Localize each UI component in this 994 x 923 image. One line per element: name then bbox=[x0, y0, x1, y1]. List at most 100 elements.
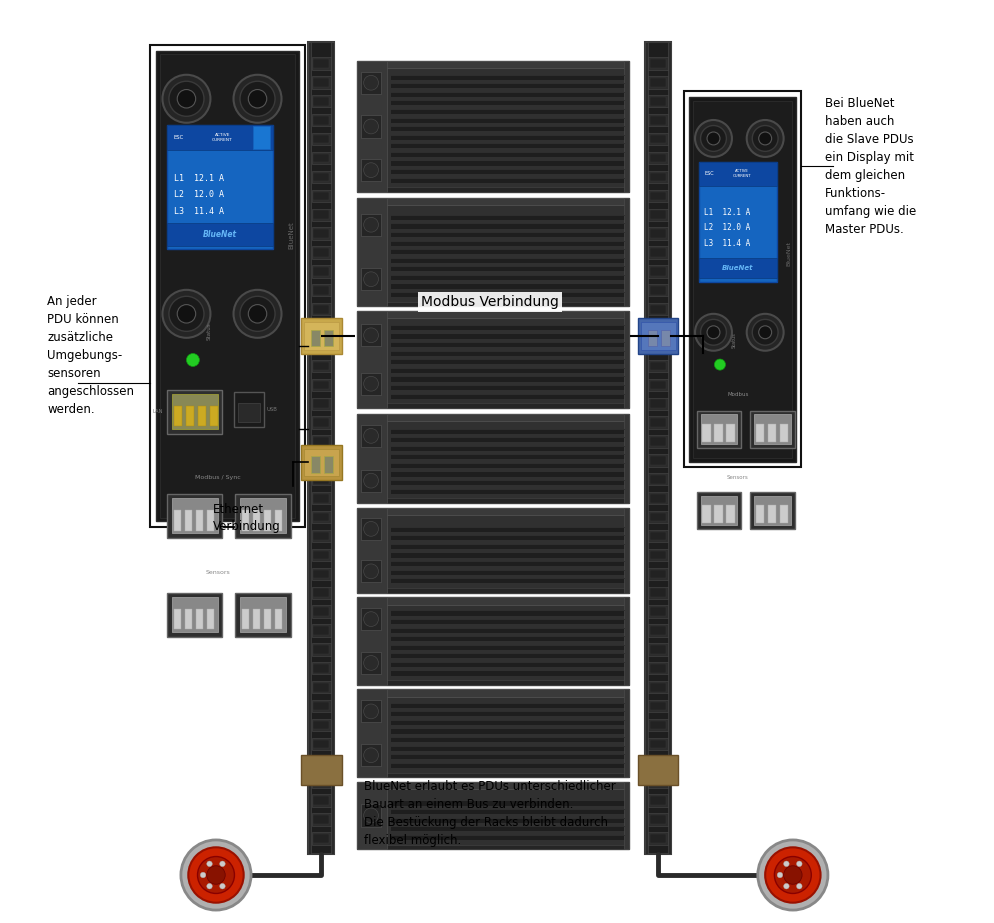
Bar bbox=[357, 597, 629, 605]
Bar bbox=[313, 154, 329, 162]
Bar bbox=[648, 171, 667, 183]
Circle shape bbox=[207, 861, 212, 867]
Bar bbox=[648, 643, 667, 655]
Bar bbox=[767, 424, 775, 442]
Bar bbox=[357, 680, 629, 685]
Bar bbox=[700, 414, 737, 444]
Bar bbox=[391, 126, 624, 131]
Circle shape bbox=[783, 866, 801, 884]
Bar bbox=[623, 198, 629, 306]
Bar bbox=[648, 549, 667, 561]
Bar bbox=[650, 362, 665, 370]
Bar bbox=[391, 292, 624, 297]
Circle shape bbox=[363, 119, 378, 134]
Bar bbox=[357, 508, 629, 593]
Circle shape bbox=[234, 75, 281, 123]
Bar bbox=[391, 75, 624, 76]
Bar bbox=[648, 114, 667, 126]
Bar bbox=[391, 393, 624, 399]
Bar bbox=[391, 101, 624, 102]
Bar bbox=[311, 171, 331, 183]
Bar bbox=[749, 492, 794, 529]
Bar bbox=[313, 588, 329, 597]
Bar bbox=[391, 359, 624, 365]
Bar bbox=[311, 605, 331, 617]
Bar bbox=[391, 809, 624, 814]
Bar bbox=[648, 775, 667, 788]
Bar bbox=[648, 624, 667, 637]
Bar bbox=[391, 377, 624, 381]
Bar bbox=[311, 681, 331, 693]
Bar bbox=[391, 249, 624, 255]
Bar bbox=[313, 456, 329, 464]
Circle shape bbox=[363, 271, 378, 286]
Text: USB: USB bbox=[266, 407, 277, 413]
Bar bbox=[361, 744, 381, 766]
Bar bbox=[648, 303, 667, 316]
Bar bbox=[391, 117, 624, 118]
Bar bbox=[391, 561, 624, 566]
Bar bbox=[357, 311, 387, 408]
Bar bbox=[391, 619, 624, 624]
Bar bbox=[311, 416, 331, 429]
Bar bbox=[648, 473, 667, 485]
Bar bbox=[313, 815, 329, 824]
Bar bbox=[185, 609, 192, 629]
Bar bbox=[391, 83, 624, 89]
Circle shape bbox=[200, 872, 206, 878]
Bar bbox=[361, 159, 381, 181]
Bar bbox=[391, 283, 624, 289]
Bar bbox=[313, 267, 329, 276]
Bar bbox=[361, 425, 381, 447]
Bar bbox=[650, 456, 665, 464]
Bar bbox=[311, 456, 320, 473]
Circle shape bbox=[363, 564, 378, 579]
Bar bbox=[391, 292, 624, 294]
Bar bbox=[173, 406, 182, 426]
Bar bbox=[391, 169, 624, 174]
Bar bbox=[311, 209, 331, 221]
Bar bbox=[311, 114, 331, 126]
Bar bbox=[173, 609, 181, 629]
Bar bbox=[311, 624, 331, 637]
Bar bbox=[361, 701, 381, 723]
Bar bbox=[391, 472, 624, 473]
Bar bbox=[311, 643, 331, 655]
Circle shape bbox=[796, 861, 801, 867]
Bar bbox=[648, 246, 667, 258]
Bar bbox=[361, 324, 381, 346]
Bar bbox=[648, 492, 667, 504]
Bar bbox=[391, 762, 624, 764]
Bar bbox=[650, 135, 665, 143]
Bar bbox=[650, 645, 665, 653]
Bar bbox=[357, 782, 629, 849]
Text: L3  11.4 A: L3 11.4 A bbox=[704, 239, 749, 248]
Bar bbox=[313, 116, 329, 125]
Bar bbox=[311, 700, 331, 713]
Bar bbox=[644, 42, 647, 854]
Bar bbox=[313, 475, 329, 484]
Text: Sensors: Sensors bbox=[727, 475, 748, 480]
Bar bbox=[391, 241, 624, 246]
Circle shape bbox=[177, 305, 196, 323]
Bar bbox=[311, 265, 331, 278]
Bar bbox=[648, 454, 667, 466]
Bar bbox=[240, 597, 286, 632]
Bar bbox=[207, 609, 214, 629]
Bar bbox=[391, 826, 624, 832]
Bar bbox=[207, 510, 214, 531]
Bar bbox=[648, 757, 667, 769]
Bar bbox=[700, 496, 737, 525]
Bar bbox=[311, 511, 331, 523]
Bar bbox=[650, 701, 665, 711]
Bar bbox=[313, 513, 329, 521]
Bar bbox=[313, 78, 329, 87]
Bar bbox=[749, 411, 794, 448]
Bar bbox=[236, 593, 290, 637]
Bar bbox=[156, 51, 299, 521]
Bar bbox=[311, 549, 331, 561]
Bar bbox=[391, 161, 624, 162]
Bar bbox=[391, 283, 624, 284]
Text: BlueNet: BlueNet bbox=[203, 230, 237, 239]
Text: Bei BlueNet
haben auch
die Slave PDUs
ein Display mit
dem gleichen
Funktions-
um: Bei BlueNet haben auch die Slave PDUs ei… bbox=[824, 97, 915, 236]
